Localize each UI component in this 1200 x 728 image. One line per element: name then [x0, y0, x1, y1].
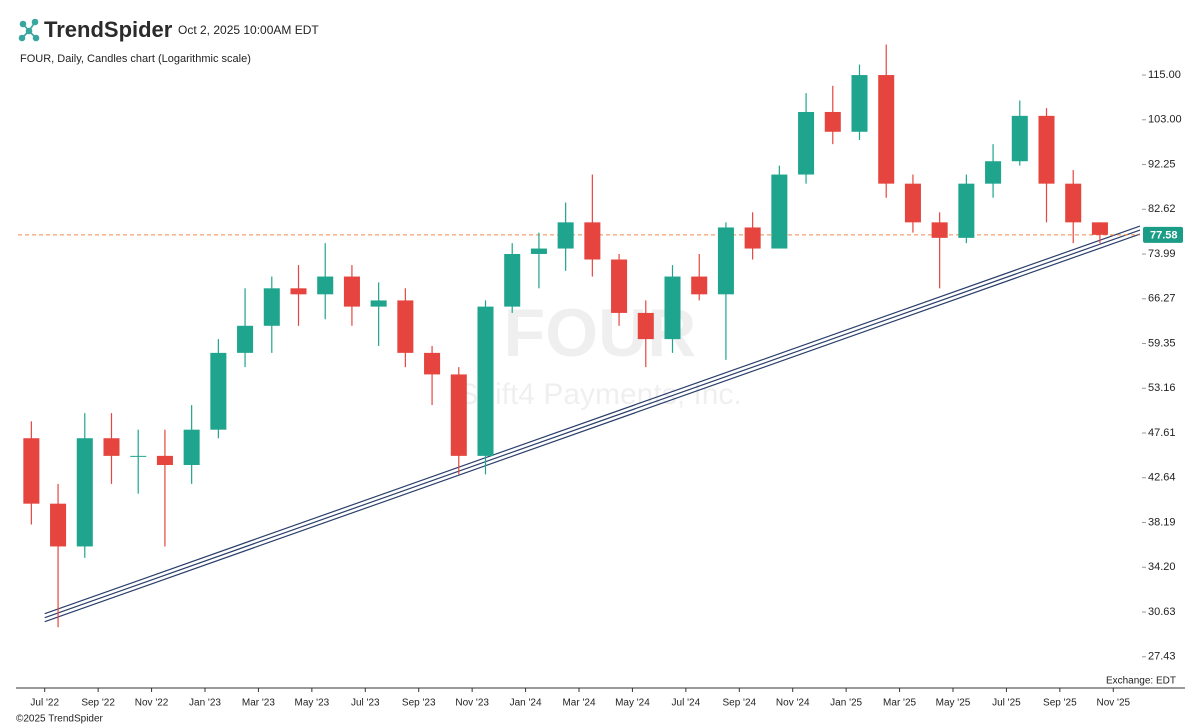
x-tick-label: Nov '24: [776, 698, 810, 709]
candle-body: [397, 300, 414, 353]
y-tick-label: 115.00: [1148, 69, 1181, 81]
y-tick-label: 66.27: [1148, 293, 1176, 305]
x-tick-label: Mar '24: [562, 698, 595, 709]
chart-title: FOUR, Daily, Candles chart (Logarithmic …: [20, 53, 251, 65]
candle-body: [904, 183, 921, 223]
last-price-box: [1143, 226, 1183, 243]
y-tick-label: 47.61: [1148, 427, 1176, 439]
candle-body: [477, 306, 494, 456]
trendline: [44, 233, 1141, 623]
candle-body: [156, 455, 173, 465]
x-tick-label: Jul '25: [992, 698, 1021, 709]
candle-body: [23, 438, 40, 504]
candle-body: [317, 276, 334, 295]
candle-body: [50, 503, 67, 547]
candle-body: [1011, 115, 1028, 162]
timestamp: Oct 2, 2025 10:00AM EDT: [178, 23, 319, 37]
x-tick-label: Jan '23: [189, 698, 221, 709]
candle-body: [183, 429, 200, 465]
candle-body: [424, 352, 441, 375]
candle-body: [450, 374, 467, 456]
trendline: [44, 229, 1141, 619]
x-tick-label: May '25: [936, 698, 971, 709]
candle-body: [530, 248, 547, 254]
candle-body: [851, 75, 868, 132]
y-tick-label: 53.16: [1148, 382, 1176, 394]
candle-body: [1065, 183, 1082, 223]
y-tick-label: 27.43: [1148, 651, 1176, 663]
candle-body: [985, 161, 1002, 184]
candle-body: [263, 288, 280, 326]
candle-body: [878, 75, 895, 184]
candle-body: [611, 259, 628, 313]
x-tick-label: Jul '24: [672, 698, 701, 709]
y-tick-label: 59.35: [1148, 337, 1176, 349]
candle-body: [76, 438, 93, 547]
candle-body: [931, 222, 948, 238]
x-tick-label: Sep '24: [722, 698, 756, 709]
candle-body: [717, 227, 734, 295]
candle-body: [130, 455, 147, 457]
y-tick-label: 92.25: [1148, 158, 1176, 170]
candle-body: [637, 312, 654, 340]
y-tick-label: 42.64: [1148, 472, 1176, 484]
x-tick-label: May '24: [615, 698, 650, 709]
candle-body: [103, 438, 120, 456]
y-tick-label: 34.20: [1148, 561, 1176, 573]
last-price-label: 77.58: [1150, 230, 1178, 242]
candle-body: [290, 288, 307, 295]
exchange-note: Exchange: EDT: [1106, 676, 1176, 687]
x-tick-label: Mar '23: [242, 698, 275, 709]
candle-body: [824, 111, 841, 132]
x-tick-label: Nov '22: [135, 698, 169, 709]
x-tick-label: Jan '25: [830, 698, 862, 709]
logo-icon: [18, 18, 40, 42]
x-tick-label: Sep '22: [81, 698, 115, 709]
copyright: ©2025 TrendSpider: [16, 714, 104, 725]
candle-body: [1038, 115, 1055, 184]
candle-body: [237, 325, 254, 353]
y-tick-label: 73.99: [1148, 248, 1176, 260]
candle-body: [958, 183, 975, 238]
x-tick-label: Jan '24: [510, 698, 542, 709]
candle-body: [664, 276, 681, 340]
candle-body: [504, 253, 521, 307]
x-tick-label: Sep '25: [1043, 698, 1077, 709]
x-tick-label: Jul '23: [351, 698, 380, 709]
x-tick-label: May '23: [295, 698, 330, 709]
candle-body: [584, 222, 601, 260]
y-tick-label: 38.19: [1148, 516, 1176, 528]
trendline: [44, 225, 1141, 615]
watermark-subtitle: Shift4 Payments, Inc.: [458, 378, 741, 411]
y-tick-label: 103.00: [1148, 114, 1182, 126]
candle-body: [798, 111, 815, 175]
watermark: FOUR: [504, 295, 697, 371]
y-tick-label: 30.63: [1148, 606, 1176, 618]
candle-body: [1091, 222, 1108, 235]
candle-body: [771, 174, 788, 249]
x-tick-label: Mar '25: [883, 698, 916, 709]
candle-body: [691, 276, 708, 295]
x-tick-label: Nov '25: [1096, 698, 1130, 709]
candle-body: [210, 352, 227, 430]
y-tick-label: 82.62: [1148, 203, 1176, 215]
x-tick-label: Sep '23: [402, 698, 436, 709]
candle-body: [370, 300, 387, 307]
x-tick-label: Nov '23: [455, 698, 489, 709]
candle-body: [744, 227, 761, 249]
candle-body: [343, 276, 360, 307]
candle-body: [557, 222, 574, 249]
x-tick-label: Jul '22: [30, 698, 59, 709]
brand: TrendSpider: [44, 17, 173, 42]
